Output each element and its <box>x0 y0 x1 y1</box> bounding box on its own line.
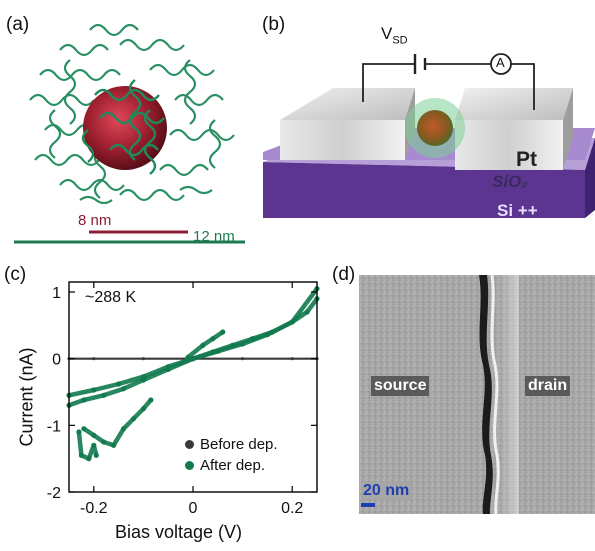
scale-label-8nm: 8 nm <box>78 212 112 229</box>
sio2-label: SiO₂ <box>492 172 528 191</box>
x-axis-title: Bias voltage (V) <box>115 522 243 542</box>
scale-label-12nm: 12 nm <box>193 228 235 245</box>
data-point <box>91 432 97 438</box>
data-point <box>120 386 127 392</box>
nanogap <box>479 275 493 514</box>
data-point <box>220 329 226 335</box>
data-point <box>111 442 117 448</box>
data-point <box>78 452 84 458</box>
data-point <box>101 439 107 445</box>
series-after-dep-3 <box>81 397 154 448</box>
panel-d-label: (d) <box>332 264 356 285</box>
pt-electrode-drain <box>455 88 573 170</box>
data-point <box>116 381 122 387</box>
data-point <box>215 348 221 354</box>
data-point <box>91 387 97 393</box>
data-point <box>264 332 270 338</box>
ammeter-label: A <box>496 55 505 70</box>
data-point <box>141 357 145 361</box>
data-point <box>101 392 107 398</box>
series-after-dep-4 <box>76 429 99 462</box>
pt-label: Pt <box>516 148 537 171</box>
series-line <box>81 397 154 448</box>
y-axis-title: Current (nA) <box>16 347 37 447</box>
si-label: Si ++ <box>497 201 538 220</box>
data-point <box>130 416 137 422</box>
data-point <box>148 397 154 403</box>
x-tick-label: 0 <box>189 500 198 517</box>
legend-label-after: After dep. <box>200 457 266 474</box>
drain-edge-glow <box>499 275 519 514</box>
data-point <box>140 406 146 412</box>
data-point <box>93 452 99 458</box>
panel-b-device-schematic <box>263 53 595 218</box>
vsd-label: VSD <box>381 24 408 47</box>
panel-c-label: (c) <box>4 264 27 285</box>
sem-image: source drain 20 nm <box>359 275 595 514</box>
data-point <box>76 429 82 435</box>
data-point <box>210 336 216 342</box>
sem-scale-bar <box>361 503 375 507</box>
legend-marker-before <box>185 440 194 449</box>
iv-chart: -0.2 0 0.2 -2 -1 0 1 <box>47 281 320 517</box>
y-tick-label: 0 <box>52 352 61 369</box>
source-label: source <box>371 376 430 396</box>
data-point <box>200 342 206 348</box>
drain-label: drain <box>525 376 571 396</box>
legend-marker-after <box>185 461 194 470</box>
legend-label-before: Before dep. <box>200 436 278 453</box>
panel-a-label: (a) <box>6 14 30 35</box>
data-point <box>140 374 146 380</box>
data-point <box>290 357 294 361</box>
legend-item-before: Before dep. <box>185 436 278 453</box>
panel-a-protein-structure <box>14 23 245 244</box>
data-point <box>91 442 97 448</box>
chart-legend: Before dep. After dep. <box>185 436 278 474</box>
legend-item-after: After dep. <box>185 457 278 474</box>
y-tick-label: 1 <box>52 285 61 302</box>
data-point <box>289 319 295 325</box>
x-tick-label: 0.2 <box>281 500 303 517</box>
ammeter-icon <box>490 53 512 75</box>
series-line <box>185 329 226 360</box>
data-point <box>190 356 196 362</box>
temperature-annotation: ~288 K <box>85 289 137 306</box>
sem-scale-label: 20 nm <box>361 482 412 500</box>
electrode-edge-highlight <box>490 275 500 514</box>
data-point <box>241 357 245 361</box>
series-after-dep-5 <box>185 329 226 360</box>
data-point <box>81 397 87 403</box>
pt-electrode-source <box>280 88 415 160</box>
y-tick-label: -2 <box>47 485 61 502</box>
data-point <box>240 341 246 347</box>
data-point <box>92 357 96 361</box>
y-axis-title-box: Current (nA) <box>12 322 42 472</box>
panel-b-label: (b) <box>262 14 286 35</box>
x-tick-label: -0.2 <box>80 500 108 517</box>
data-point <box>165 364 171 370</box>
data-point <box>185 354 191 360</box>
data-point <box>86 456 92 462</box>
circuit-wire <box>362 63 535 110</box>
y-tick-label: -1 <box>47 418 61 435</box>
data-point <box>81 426 87 432</box>
data-point <box>304 309 310 315</box>
nanoparticle-core <box>417 110 453 146</box>
ferritin-shell <box>29 23 235 205</box>
data-point <box>120 426 127 432</box>
